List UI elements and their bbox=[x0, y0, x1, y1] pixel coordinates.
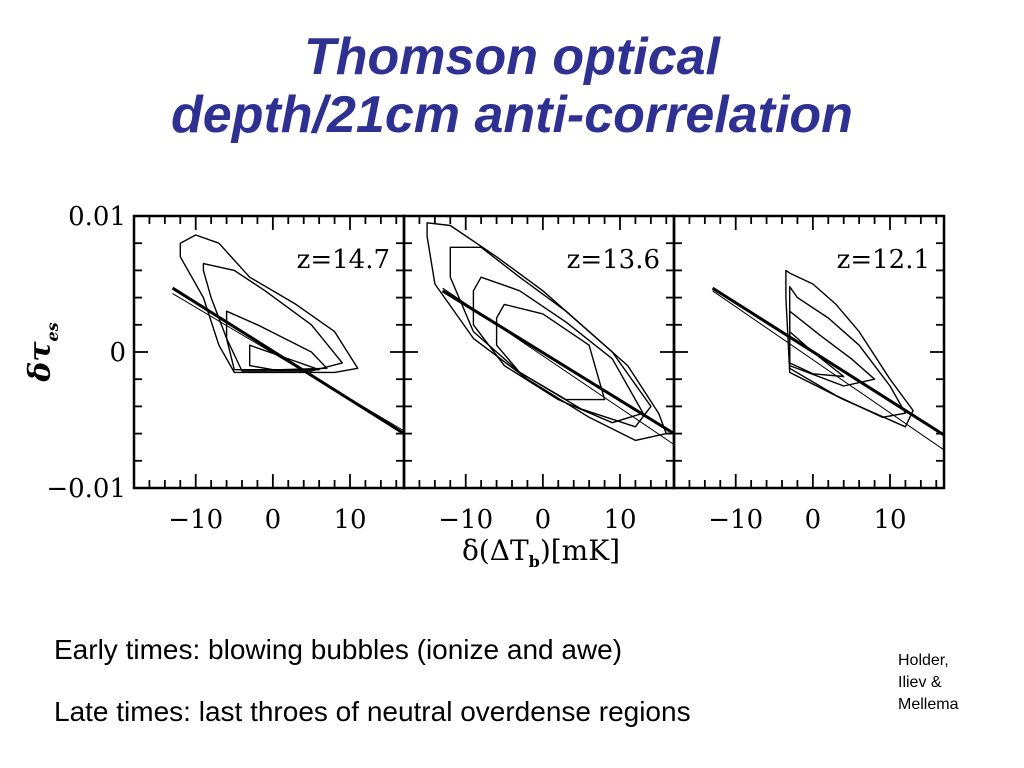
svg-text:δτes: δτes bbox=[23, 322, 62, 382]
fit-line-thick bbox=[171, 286, 405, 435]
bullet-early-times: Early times: blowing bubbles (ionize and… bbox=[54, 634, 623, 665]
x-axis-label-prefix: δ(ΔT bbox=[462, 534, 529, 567]
x-tick-label: 10 bbox=[873, 505, 906, 535]
credit: Holder, Iliev & Mellema bbox=[898, 650, 958, 716]
fit-line-thick bbox=[441, 289, 675, 435]
x-tick-label: 0 bbox=[535, 505, 552, 535]
contour-level-3 bbox=[472, 276, 644, 424]
x-axis-label-subscript: b bbox=[529, 552, 540, 571]
panel-1: z=14.7 −10 0 10 bbox=[132, 214, 406, 535]
contour-level-4 bbox=[495, 303, 606, 401]
panel-label: z=14.7 bbox=[297, 245, 390, 275]
y-axis-label: δτes bbox=[23, 322, 62, 382]
credit-line-1: Holder, bbox=[898, 652, 949, 669]
contour-figure: z=14.7 −10 0 10 z=13.6 −10 0 10 z=12.1 −10 0 10 −0.0… bbox=[23, 202, 946, 571]
x-tick-label: 10 bbox=[603, 505, 636, 535]
contour-level-1 bbox=[179, 234, 359, 374]
x-tick-label: −10 bbox=[708, 505, 763, 535]
slide-title-line-2: depth/21cm anti-correlation bbox=[171, 86, 853, 144]
x-tick-label: 10 bbox=[333, 505, 366, 535]
fit-line-thick bbox=[711, 286, 945, 437]
y-tick-label: 0.01 bbox=[68, 202, 126, 232]
x-tick-label: −10 bbox=[168, 505, 223, 535]
y-axis-label-subscript: es bbox=[43, 322, 62, 341]
contour-level-1 bbox=[785, 269, 914, 428]
contour-level-1 bbox=[426, 222, 667, 442]
panel-label: z=12.1 bbox=[837, 245, 930, 275]
contour-level-4 bbox=[249, 344, 320, 371]
bullet-late-times: Late times: last throes of neutral overd… bbox=[54, 696, 691, 727]
x-tick-label: −10 bbox=[438, 505, 493, 535]
credit-line-2: Iliev & bbox=[898, 674, 942, 691]
slide-title-line-1: Thomson optical bbox=[304, 28, 720, 86]
contour-level-2 bbox=[202, 262, 343, 372]
x-axis-label: δ(ΔTb)[mK] bbox=[462, 534, 620, 571]
contour-level-3 bbox=[225, 310, 328, 371]
panel-3: z=12.1 −10 0 10 bbox=[672, 214, 946, 535]
panels-layer: z=14.7 −10 0 10 z=13.6 −10 0 10 z=12.1 −10 0 10 −0.0… bbox=[46, 202, 946, 535]
contour-level-3 bbox=[789, 310, 876, 387]
x-tick-label: 0 bbox=[805, 505, 822, 535]
y-tick-label: 0 bbox=[109, 338, 126, 368]
panel-label: z=13.6 bbox=[567, 245, 660, 275]
y-tick-label: −0.01 bbox=[46, 474, 126, 504]
fit-line-thin bbox=[712, 290, 945, 451]
panel-2: z=13.6 −10 0 10 bbox=[402, 214, 676, 535]
slide-title: Thomson optical depth/21cm anti-correlat… bbox=[0, 28, 1024, 144]
credit-line-3: Mellema bbox=[898, 696, 959, 713]
x-axis-label-suffix: )[mK] bbox=[540, 534, 620, 567]
y-axis-label-main: δτ bbox=[23, 341, 58, 383]
contour-level-2 bbox=[449, 246, 652, 428]
x-tick-label: 0 bbox=[265, 505, 282, 535]
